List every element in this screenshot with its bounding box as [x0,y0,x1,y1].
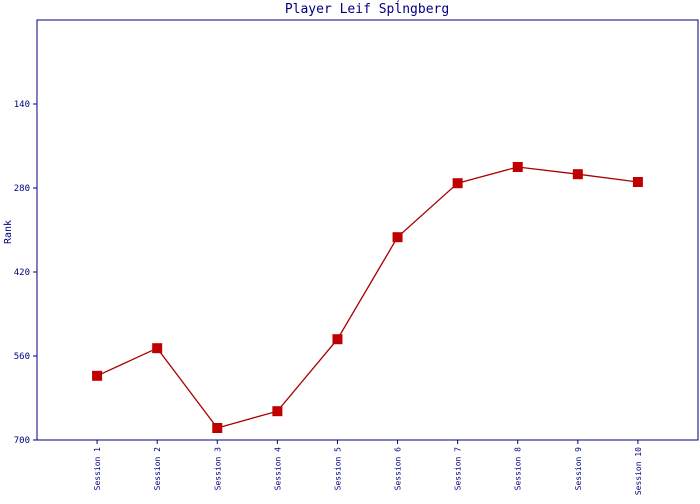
marker [452,178,463,189]
x-tick-label: Session 10 [634,447,643,495]
marker [392,232,403,243]
y-tick-label: 700 [14,436,30,446]
x-tick-label: Session 1 [93,447,102,491]
marker [152,343,163,354]
x-tick-label: Session 7 [454,447,463,491]
x-tick-label: Session 4 [273,447,282,491]
marker [332,334,343,345]
x-tick-label: Session 2 [153,447,162,491]
marker [212,423,223,433]
chart-title: Player Leif Spĺngberg [285,1,449,17]
x-tick-label: Session 9 [574,447,583,491]
marker [272,406,283,417]
y-tick-label: 280 [14,184,30,194]
x-tick-label: Session 3 [213,447,222,491]
plot-frame [36,19,699,441]
x-tick-label: Session 8 [514,447,523,491]
marker [512,162,523,172]
marker [572,169,583,180]
y-tick-label: 420 [14,268,30,278]
y-tick-label: 140 [14,100,30,110]
x-tick-label: Session 6 [394,447,403,491]
marker [92,370,103,381]
y-axis-label: Rank [3,220,14,244]
x-tick-label: Session 5 [333,447,342,491]
marker [632,177,643,187]
y-tick-label: 560 [14,352,30,362]
line [96,166,638,429]
